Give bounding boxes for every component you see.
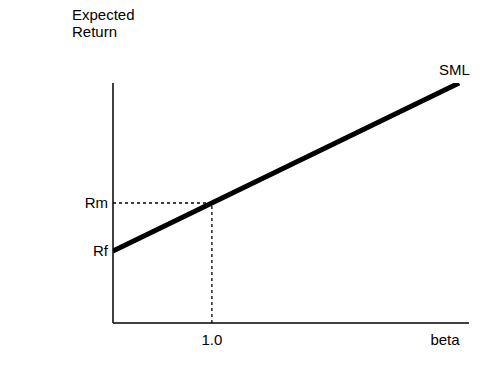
series-label: SML	[439, 61, 470, 78]
series	[113, 83, 459, 251]
y-axis-label: ExpectedReturn	[72, 6, 135, 40]
x-tick-label: 1.0	[201, 331, 222, 348]
x-axis	[113, 322, 469, 324]
y-axis-label-line: Expected	[72, 6, 135, 23]
sml-line	[113, 83, 459, 251]
x-guide	[211, 203, 212, 323]
y-tick-label: Rm	[85, 194, 108, 211]
chart: Rf Rm 1.0 beta ExpectedReturn SML	[0, 0, 493, 374]
y-axis	[112, 83, 114, 323]
chart-container: Rf Rm 1.0 beta ExpectedReturn SML	[0, 0, 493, 374]
y-tick-label: Rf	[93, 242, 109, 259]
y-axis-label-line: Return	[72, 23, 117, 40]
x-axis-label: beta	[430, 331, 460, 348]
y-guide	[113, 202, 212, 203]
guides	[113, 203, 212, 323]
